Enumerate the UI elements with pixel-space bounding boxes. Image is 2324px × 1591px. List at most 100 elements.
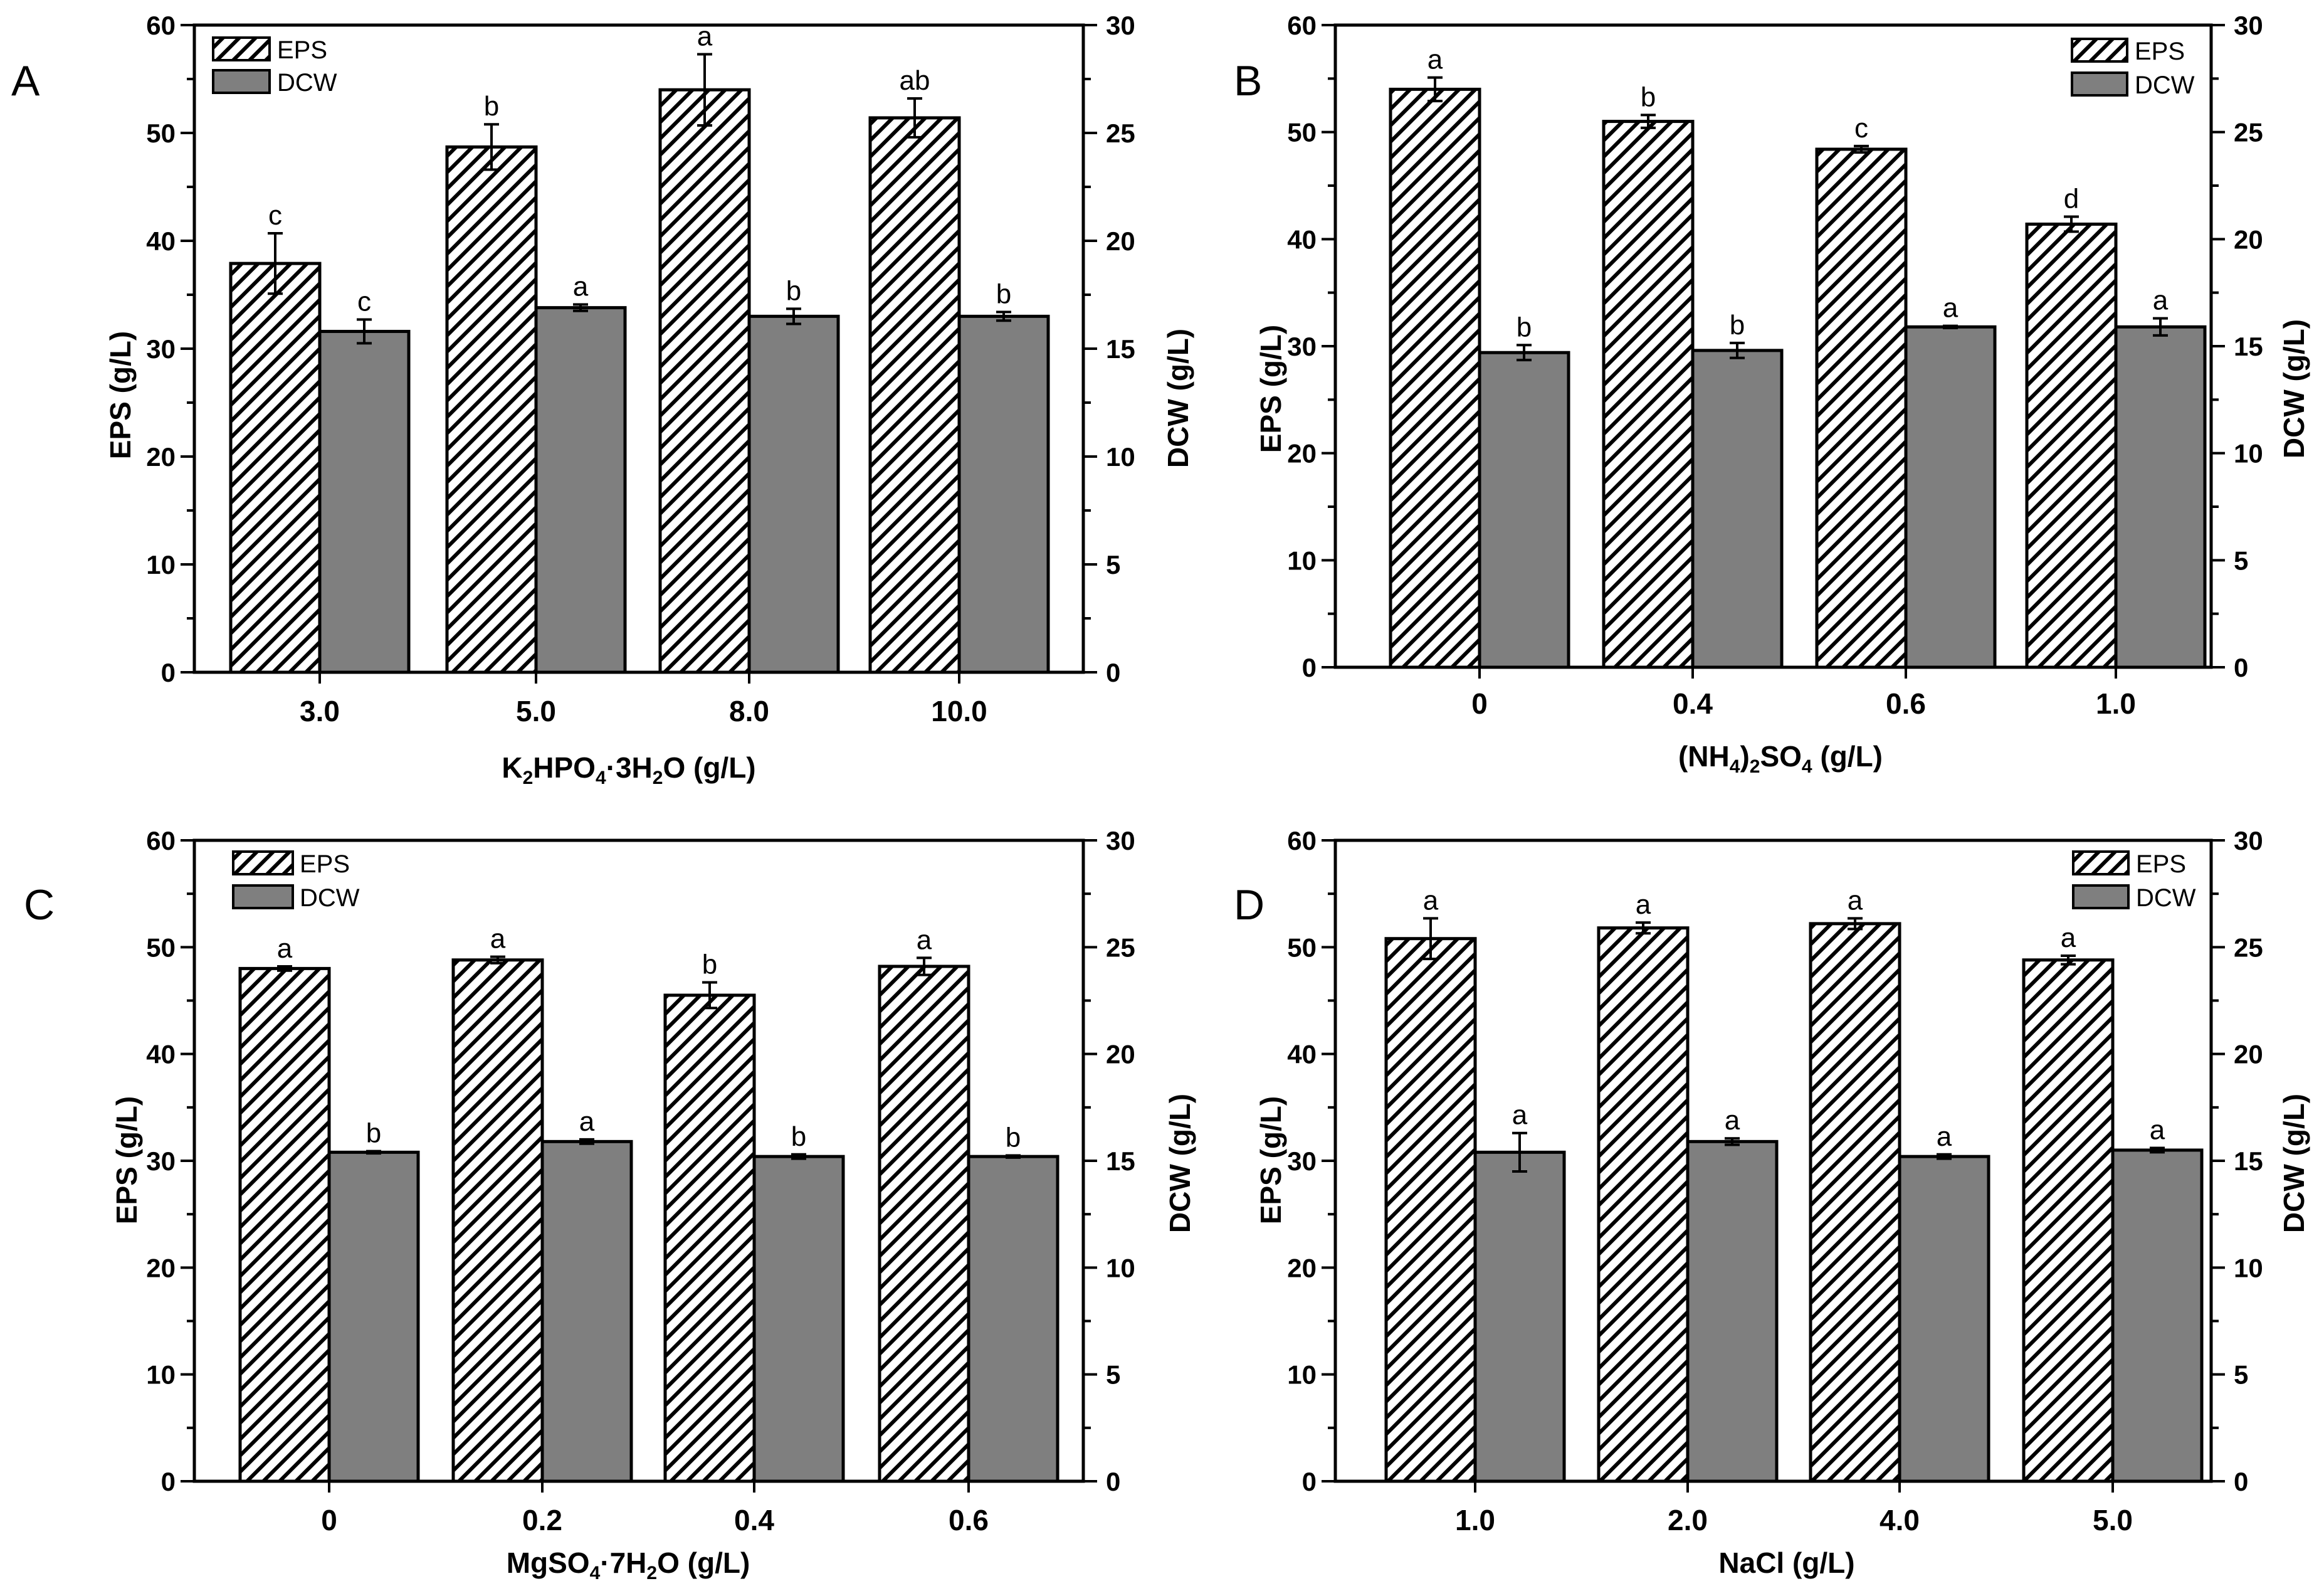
left-tick-label: 30	[146, 1146, 176, 1176]
x-tick-label: 0.4	[1673, 687, 1713, 720]
panel-c: C EPS (g/L) DCW (g/L) MgSO4·7H2O (g/L) E…	[24, 850, 1196, 1583]
bar-eps-5.0	[445, 145, 538, 674]
significance-label-dcw-0: b	[366, 1118, 381, 1149]
bar-eps-0.4	[663, 993, 756, 1483]
significance-label-eps-5.0: b	[484, 91, 499, 122]
bar-dcw-2.0	[1686, 1139, 1779, 1483]
legend-label-dcw: DCW	[2136, 884, 2196, 912]
right-tick-label: 10	[2234, 439, 2263, 468]
bar-dcw-0.4	[1691, 349, 1784, 669]
left-tick-label: 20	[146, 1253, 176, 1282]
error-bar-dcw-2.0	[1725, 1137, 1740, 1146]
x-tick-label: 3.0	[300, 695, 340, 727]
panel-b-right-axis-title: DCW (g/L)	[2278, 319, 2310, 458]
panel-c-right-axis-title: DCW (g/L)	[1164, 1094, 1196, 1233]
left-tick-label: 50	[146, 119, 176, 148]
error-bar-dcw-0	[1517, 344, 1532, 362]
left-tick-label: 40	[146, 226, 176, 256]
panel-b-left-axis-title: EPS (g/L)	[1254, 325, 1287, 453]
panel-c-x-axis-title: MgSO4·7H2O (g/L)	[507, 1546, 750, 1583]
left-tick-label: 10	[146, 1360, 176, 1390]
right-tick-label: 20	[1106, 1040, 1135, 1069]
error-bar-eps-5.0	[2061, 954, 2076, 966]
left-tick-label: 60	[1287, 11, 1317, 40]
x-tick-label: 5.0	[516, 695, 556, 727]
significance-label-dcw-0.4: b	[1730, 310, 1745, 341]
error-bar-dcw-1.0	[2153, 317, 2168, 337]
right-tick-label: 25	[1106, 119, 1135, 148]
left-tick-label: 60	[146, 826, 176, 855]
right-tick-label: 0	[1106, 1467, 1120, 1496]
right-tick-label: 25	[2234, 118, 2263, 147]
right-tick-label: 30	[2234, 826, 2263, 855]
bar-dcw-5.0	[534, 306, 627, 674]
legend-swatch-eps	[212, 36, 271, 61]
right-tick-label: 25	[1106, 933, 1135, 962]
right-tick-label: 10	[2234, 1253, 2263, 1282]
panel-letter-b: B	[1234, 57, 1262, 105]
right-tick-label: 10	[1106, 1253, 1135, 1282]
legend-swatch-dcw	[212, 69, 271, 94]
significance-label-eps-2.0: a	[1636, 889, 1651, 920]
error-bar-dcw-4.0	[1937, 1153, 1952, 1160]
bar-eps-0.4	[1602, 120, 1695, 669]
panel-a: A EPS (g/L) DCW (g/L) K2HPO4·3H2O (g/L) …	[11, 36, 1194, 788]
bar-dcw-4.0	[1898, 1155, 1990, 1483]
bar-dcw-1.0	[2114, 325, 2207, 669]
panel-a-legend: EPS DCW	[212, 36, 337, 97]
significance-label-eps-5.0: a	[2061, 922, 2076, 953]
x-tick-label: 0.6	[949, 1504, 989, 1536]
bar-eps-0	[238, 966, 331, 1483]
left-tick-label: 40	[1287, 225, 1317, 254]
significance-label-eps-0.6: a	[917, 924, 932, 955]
significance-label-dcw-2.0: a	[1725, 1105, 1740, 1136]
error-bar-eps-0.2	[490, 955, 505, 965]
right-tick-label: 15	[1106, 1146, 1135, 1176]
left-tick-label: 10	[1287, 546, 1317, 575]
legend-swatch-eps	[232, 850, 294, 875]
x-tick-label: 2.0	[1668, 1504, 1708, 1536]
bar-dcw-3.0	[318, 329, 411, 674]
x-tick-label: 1.0	[1455, 1504, 1495, 1536]
x-tick-label: 0	[1471, 687, 1488, 720]
legend-label-eps: EPS	[300, 850, 350, 878]
legend-label-eps: EPS	[2136, 850, 2186, 878]
left-tick-label: 50	[1287, 933, 1317, 962]
significance-label-eps-4.0: a	[1848, 885, 1863, 916]
left-tick-label: 0	[161, 1467, 176, 1496]
panel-c-left-axis-title: EPS (g/L)	[110, 1096, 143, 1224]
right-tick-label: 25	[2234, 933, 2263, 962]
bar-dcw-5.0	[2111, 1148, 2204, 1483]
error-bar-eps-5.0	[484, 123, 499, 171]
panel-letter-a: A	[11, 57, 40, 105]
error-bar-eps-0.6	[1854, 144, 1869, 154]
error-bar-eps-1.0	[2064, 215, 2079, 233]
x-tick-label: 0	[321, 1504, 337, 1536]
right-tick-label: 20	[2234, 1040, 2263, 1069]
bar-eps-1.0	[1384, 937, 1477, 1483]
panel-a-x-axis-title: K2HPO4·3H2O (g/L)	[502, 751, 755, 788]
error-bar-eps-4.0	[1848, 917, 1863, 931]
left-tick-label: 30	[1287, 1146, 1317, 1176]
bar-dcw-0.6	[1904, 325, 1997, 669]
error-bar-dcw-0.4	[1730, 341, 1745, 359]
significance-label-eps-0.4: b	[1641, 82, 1656, 112]
left-tick-label: 20	[146, 442, 176, 472]
significance-label-eps-0.4: b	[702, 949, 717, 980]
right-tick-label: 15	[2234, 1146, 2263, 1176]
left-tick-label: 40	[146, 1040, 176, 1069]
error-bar-eps-2.0	[1636, 921, 1651, 935]
significance-label-dcw-0.6: a	[1943, 293, 1959, 324]
legend-swatch-eps	[2071, 38, 2128, 63]
x-tick-label: 0.2	[522, 1504, 562, 1536]
significance-label-dcw-5.0: a	[2150, 1115, 2165, 1146]
error-bar-eps-8.0	[697, 53, 712, 127]
bar-dcw-0.6	[967, 1155, 1059, 1483]
bar-dcw-0	[327, 1150, 420, 1483]
left-tick-label: 0	[1302, 653, 1317, 682]
significance-label-eps-1.0: d	[2064, 183, 2079, 214]
significance-label-dcw-8.0: b	[786, 275, 801, 306]
right-tick-label: 30	[1106, 826, 1135, 855]
legend-swatch-dcw	[232, 884, 294, 909]
